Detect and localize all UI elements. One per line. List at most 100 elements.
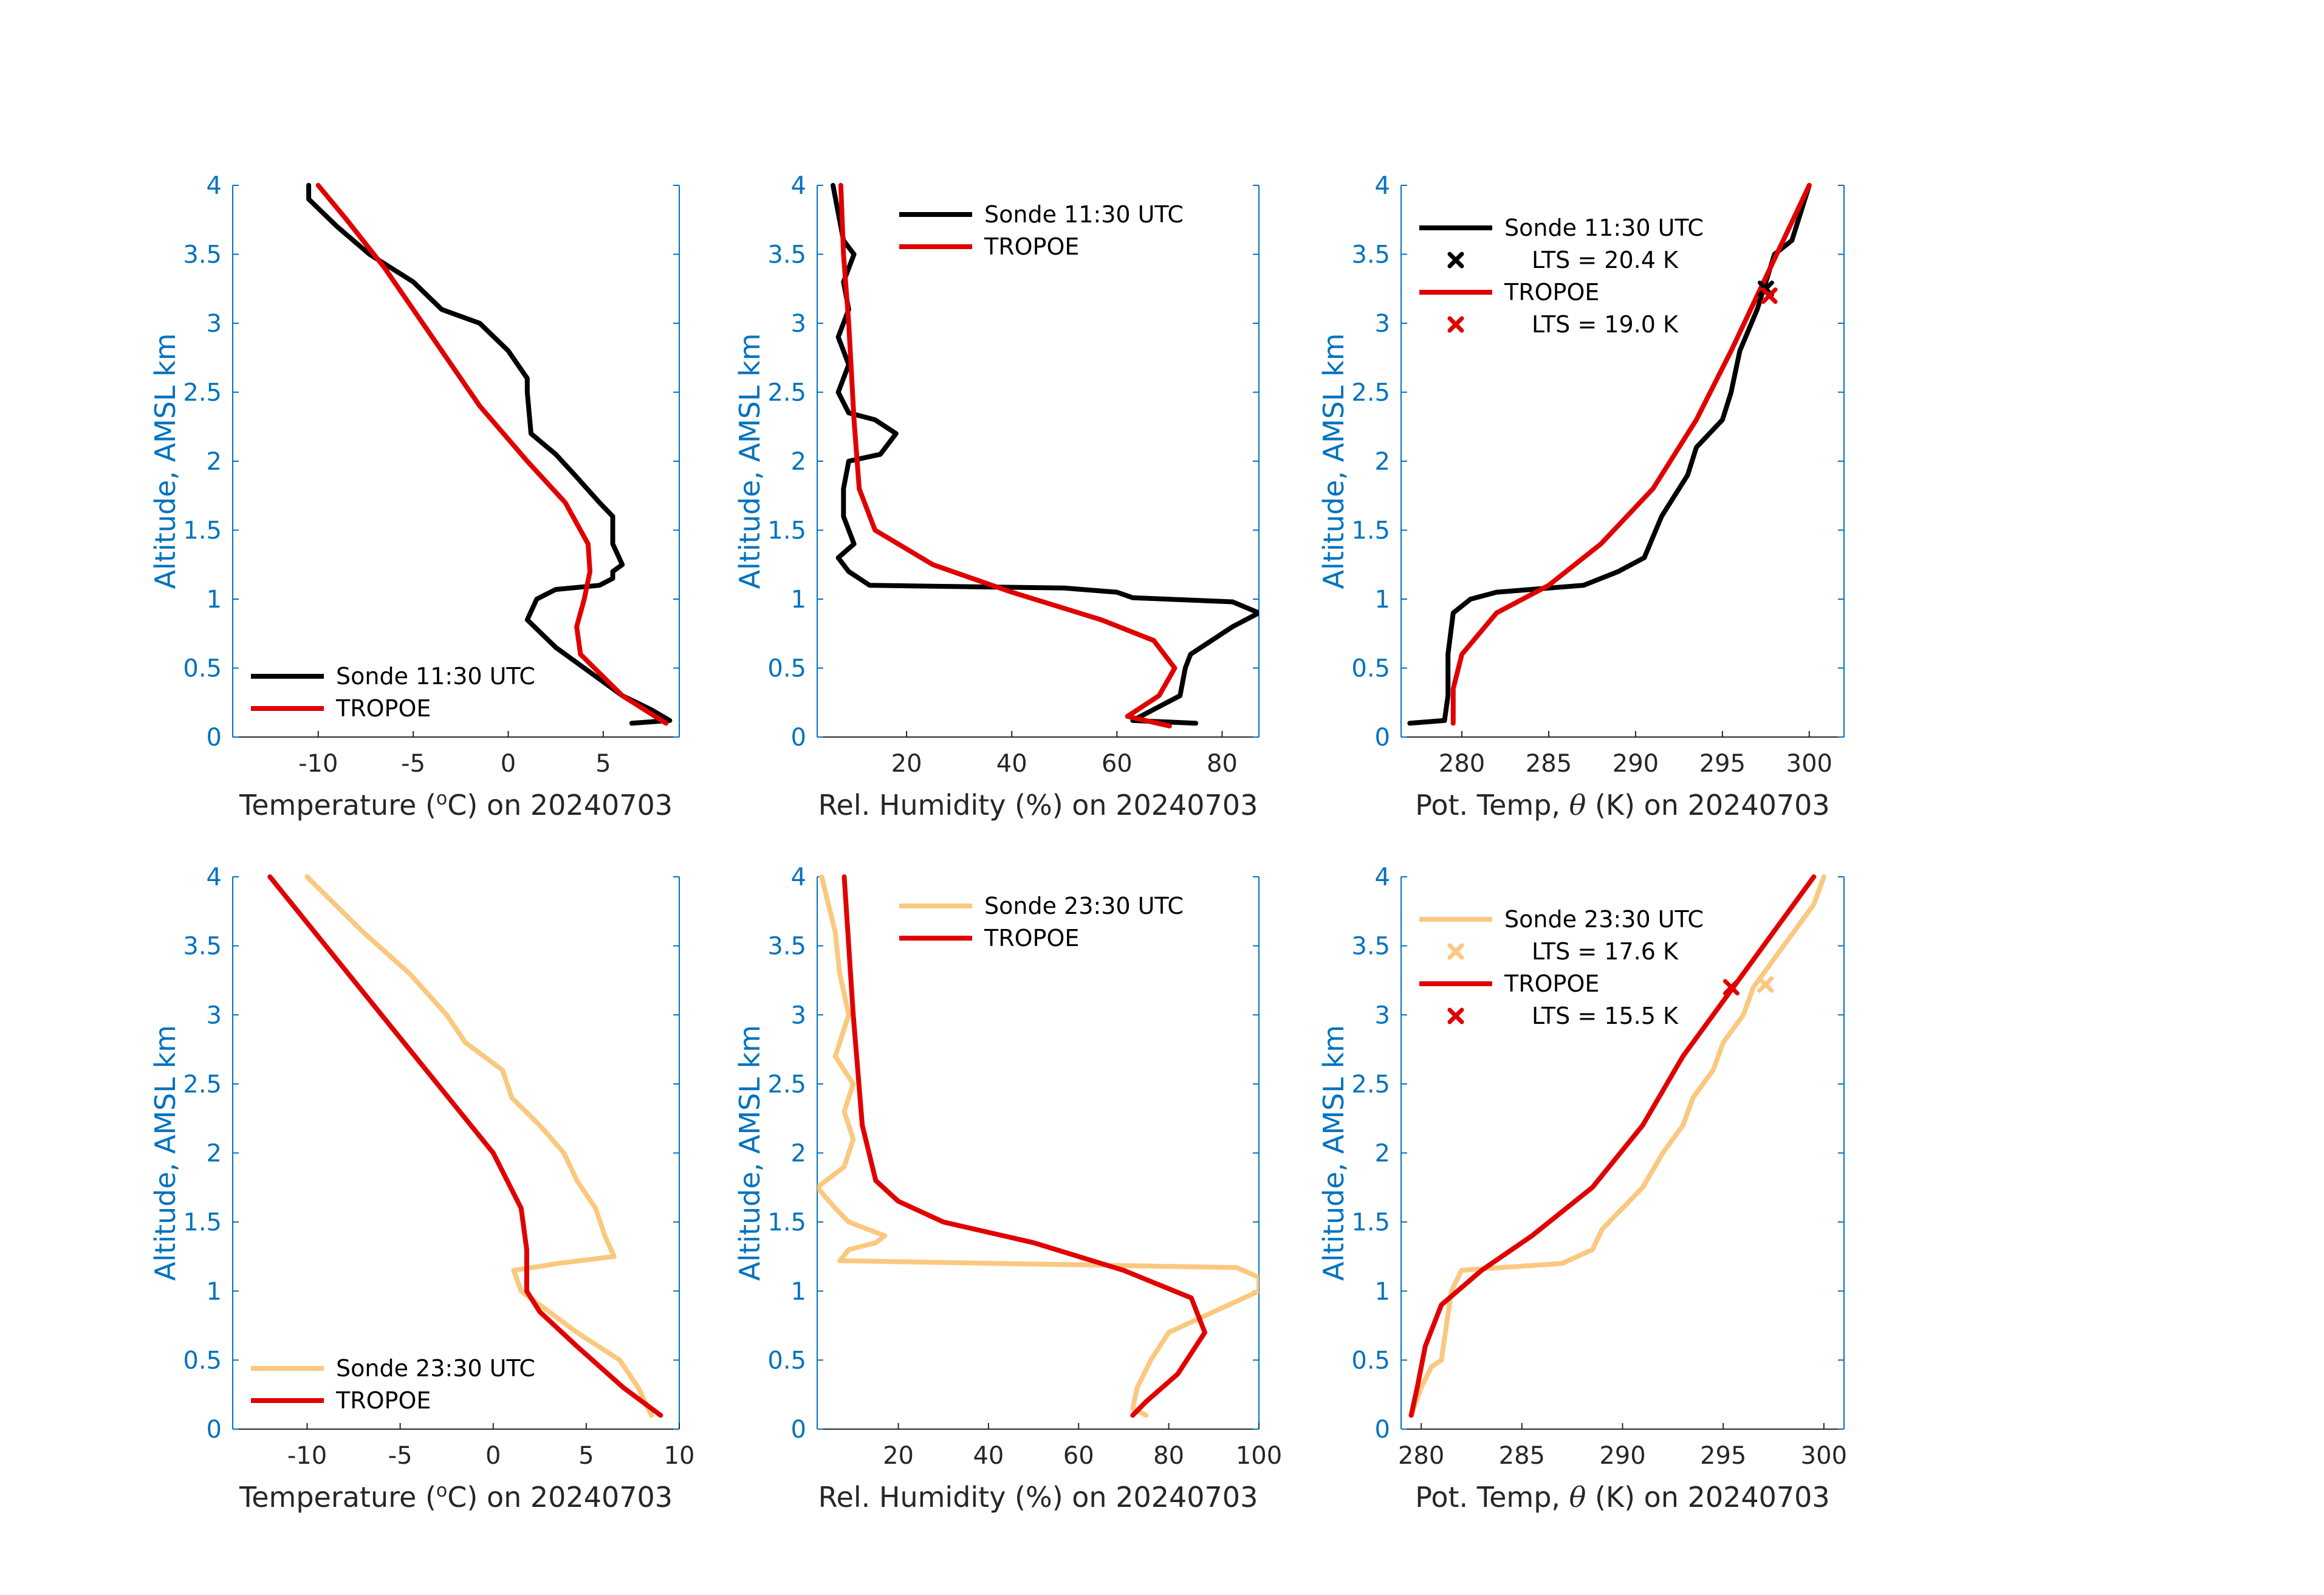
y-axis-label: Altitude, AMSL km: [733, 1025, 766, 1281]
series-line-sonde: [304, 874, 654, 1418]
legend: Sonde 23:30 UTC LTS = 17.6 K TROPOE LTS = 1…: [1419, 906, 1704, 1029]
x-tick-label: 295: [1699, 750, 1746, 778]
legend-entry-label: LTS = 19.0 K: [1532, 311, 1679, 338]
y-tick-label: 1: [791, 1278, 806, 1306]
y-tick-label: 0: [207, 724, 222, 752]
x-tick-label: 290: [1599, 1442, 1645, 1470]
legend: Sonde 11:30 UTC LTS = 20.4 K TROPOE LTS = 1…: [1419, 214, 1704, 338]
x-axis-label-part: (K) on 20240703: [1586, 789, 1829, 822]
x-axis-label-part: (K) on 20240703: [1586, 1481, 1829, 1514]
y-axis-label: Altitude, AMSL km: [149, 333, 182, 589]
lts-marker: [1761, 287, 1778, 304]
x-tick-label: 80: [1153, 1442, 1184, 1470]
legend-marker-swatch: [1447, 943, 1464, 960]
y-axis-label: Altitude, AMSL km: [733, 333, 766, 589]
x-tick-label: 285: [1526, 750, 1572, 778]
legend: Sonde 23:30 UTC TROPOE: [251, 1355, 535, 1414]
x-tick-label: 60: [1102, 750, 1133, 778]
y-axis-label: Altitude, AMSL km: [1317, 333, 1350, 589]
x-tick-label: 280: [1439, 750, 1485, 778]
x-tick-label: 80: [1207, 750, 1238, 778]
series-line-tropoe: [1408, 874, 1817, 1418]
x-tick-label: 40: [973, 1442, 1004, 1470]
panel-rh-night: 0 0.5 1 1.5 2 2.5 3 3.5 4 20 40 60 80 100 Altitude, AM…: [733, 863, 1282, 1514]
series-line-tropoe: [838, 183, 1177, 729]
y-tick-label: 1: [207, 1278, 222, 1306]
y-tick-label: 3: [791, 310, 806, 338]
y-tick-label: 1.5: [1351, 517, 1390, 545]
legend-entry-label: TROPOE: [1504, 970, 1599, 997]
legend-entry-label: Sonde 23:30 UTC: [984, 893, 1184, 919]
y-tick-label: 3: [1375, 1001, 1390, 1029]
y-tick-label: 2: [791, 448, 806, 476]
y-tick-label: 1.5: [1351, 1209, 1390, 1237]
x-tick-label: 60: [1063, 1442, 1094, 1470]
y-tick-label: 3.5: [1351, 933, 1390, 961]
x-tick-label: 20: [883, 1442, 914, 1470]
y-tick-label: 4: [207, 863, 222, 891]
x-axis-label-part: C) on 20240703: [447, 789, 673, 822]
y-tick-label: 0: [207, 1416, 222, 1444]
y-tick-label: 2: [207, 1140, 222, 1168]
x-axis-label-part: C) on 20240703: [447, 1481, 673, 1514]
y-tick-label: 0.5: [1351, 655, 1390, 683]
x-axis-label-part: θ: [1569, 789, 1586, 822]
legend-entry-label: TROPOE: [335, 695, 431, 722]
y-tick-label: 3.5: [183, 241, 222, 269]
x-tick-label: 20: [891, 750, 922, 778]
y-tick-label: 4: [791, 172, 806, 200]
x-axis-label: Temperature (oC) on 20240703: [239, 788, 673, 822]
x-tick-label: 280: [1398, 1442, 1444, 1470]
x-tick-label: 100: [1236, 1442, 1282, 1470]
legend-entry-label: LTS = 15.5 K: [1532, 1003, 1679, 1029]
y-tick-label: 0.5: [767, 655, 806, 683]
x-axis-label-part: o: [436, 1480, 447, 1501]
lts-marker: [1757, 976, 1774, 993]
series-line-tropoe: [267, 874, 663, 1418]
y-tick-label: 4: [1375, 863, 1390, 891]
y-tick-label: 0.5: [767, 1346, 806, 1374]
x-tick-label: 295: [1700, 1442, 1746, 1470]
series-line-sonde: [831, 183, 1259, 726]
y-tick-label: 1.5: [183, 1209, 222, 1237]
y-tick-label: 1: [1375, 586, 1390, 614]
series-line-sonde: [817, 874, 1259, 1418]
legend-marker-swatch: [1447, 252, 1464, 269]
panel-temp-day: 0 0.5 1 1.5 2 2.5 3 3.5 4 -10 -5 0 5 Altitude, AMSL k…: [149, 172, 680, 822]
y-tick-label: 3.5: [183, 933, 222, 961]
x-axis-label: Pot. Temp, θ (K) on 20240703: [1415, 789, 1829, 822]
x-tick-label: 300: [1801, 1442, 1847, 1470]
y-tick-label: 1: [791, 586, 806, 614]
legend-entry-label: TROPOE: [984, 233, 1079, 260]
y-tick-label: 3: [207, 310, 222, 338]
y-tick-label: 1: [1375, 1278, 1390, 1306]
y-tick-label: 0: [791, 1416, 806, 1444]
legend-marker-swatch: [1447, 316, 1464, 333]
y-tick-label: 2.5: [767, 1071, 806, 1099]
legend: Sonde 11:30 UTC TROPOE: [899, 201, 1184, 260]
y-tick-label: 0: [791, 724, 806, 752]
series-line-tropoe: [315, 183, 669, 726]
x-axis-label-part: θ: [1569, 1481, 1586, 1514]
x-tick-label: 290: [1613, 750, 1659, 778]
x-tick-label: -10: [298, 750, 338, 778]
legend: Sonde 23:30 UTC TROPOE: [899, 893, 1184, 952]
y-axis-label: Altitude, AMSL km: [149, 1025, 182, 1281]
y-tick-label: 2.5: [1351, 1071, 1390, 1099]
legend-entry-label: TROPOE: [335, 1387, 431, 1414]
y-tick-label: 3: [207, 1001, 222, 1029]
x-tick-label: 5: [578, 1442, 594, 1470]
x-axis-label: Temperature (oC) on 20240703: [239, 1480, 673, 1514]
x-axis-label-part: Pot. Temp,: [1415, 1481, 1569, 1514]
x-axis-label-part: Temperature (: [239, 1481, 436, 1514]
legend-entry-label: LTS = 20.4 K: [1532, 247, 1679, 273]
x-axis-label-part: Temperature (: [239, 789, 436, 822]
y-axis-label: Altitude, AMSL km: [1317, 1025, 1350, 1281]
y-tick-label: 2: [207, 448, 222, 476]
legend-entry-label: Sonde 11:30 UTC: [1504, 214, 1704, 241]
x-tick-label: 0: [485, 1442, 501, 1470]
legend-entry-label: TROPOE: [984, 925, 1079, 952]
legend: Sonde 11:30 UTC TROPOE: [251, 663, 535, 722]
y-tick-label: 0: [1375, 724, 1390, 752]
y-tick-label: 2.5: [183, 379, 222, 407]
